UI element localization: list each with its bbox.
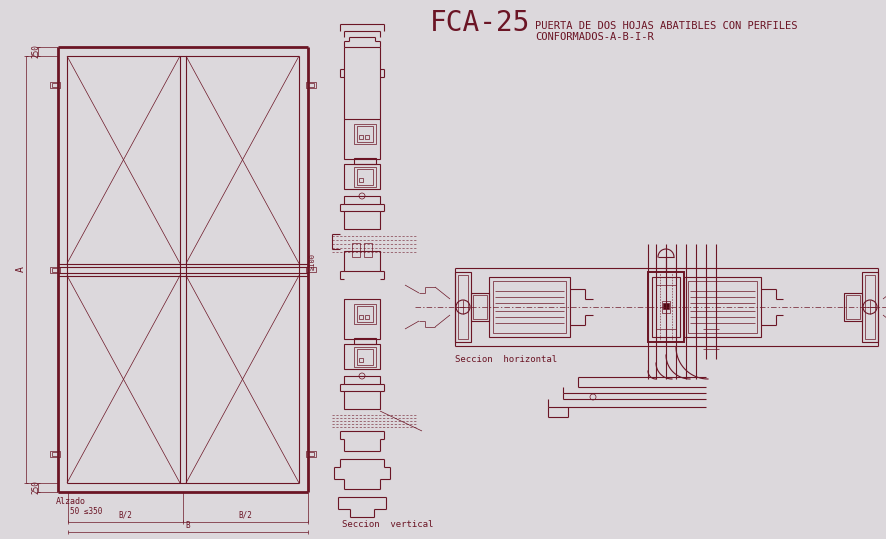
Bar bbox=[52, 83, 58, 87]
Text: B/2: B/2 bbox=[119, 511, 132, 520]
Text: CONFORMADOS-A-B-I-R: CONFORMADOS-A-B-I-R bbox=[534, 32, 653, 42]
Bar bbox=[307, 83, 314, 87]
Bar bbox=[656, 285, 675, 329]
Bar bbox=[344, 344, 379, 369]
Bar bbox=[455, 272, 470, 342]
Bar bbox=[845, 295, 859, 319]
Bar bbox=[354, 338, 376, 344]
Bar bbox=[344, 299, 379, 339]
Text: B/2: B/2 bbox=[238, 511, 253, 520]
Bar bbox=[354, 347, 376, 367]
Bar bbox=[344, 119, 379, 159]
Bar bbox=[354, 167, 376, 187]
Bar bbox=[356, 126, 373, 142]
Text: Alzado: Alzado bbox=[56, 497, 86, 506]
Bar bbox=[356, 169, 373, 185]
Text: ≥100: ≥100 bbox=[309, 252, 315, 270]
Text: 250: 250 bbox=[32, 481, 41, 494]
Bar bbox=[344, 211, 379, 229]
Bar bbox=[307, 452, 314, 456]
Bar bbox=[488, 277, 570, 337]
Bar bbox=[493, 281, 565, 333]
Bar bbox=[470, 293, 488, 321]
Bar bbox=[354, 124, 376, 144]
Bar bbox=[661, 301, 669, 313]
Bar bbox=[363, 243, 371, 257]
Text: A: A bbox=[16, 267, 26, 272]
Bar bbox=[651, 277, 680, 337]
Bar bbox=[52, 452, 58, 456]
Bar bbox=[457, 275, 468, 339]
Bar bbox=[364, 315, 369, 319]
Bar bbox=[688, 281, 756, 333]
Text: 250: 250 bbox=[32, 45, 41, 58]
Bar bbox=[50, 451, 60, 457]
Text: 50 ≤350: 50 ≤350 bbox=[70, 507, 102, 516]
Bar bbox=[344, 391, 379, 409]
Bar bbox=[861, 272, 877, 342]
Bar bbox=[52, 267, 58, 272]
Text: Seccion  vertical: Seccion vertical bbox=[342, 520, 433, 529]
Bar bbox=[50, 266, 60, 273]
Bar bbox=[344, 164, 379, 189]
Bar bbox=[359, 178, 362, 182]
Bar bbox=[306, 266, 315, 272]
Bar bbox=[352, 243, 360, 257]
Bar bbox=[648, 272, 683, 342]
Bar bbox=[662, 303, 668, 309]
Bar bbox=[344, 196, 379, 204]
Bar bbox=[356, 306, 373, 322]
Bar bbox=[344, 376, 379, 384]
Bar bbox=[344, 251, 379, 271]
Text: Seccion  horizontal: Seccion horizontal bbox=[455, 355, 556, 364]
Bar bbox=[306, 451, 315, 457]
Text: FCA-25: FCA-25 bbox=[430, 9, 530, 37]
Bar bbox=[356, 349, 373, 365]
Bar bbox=[472, 295, 486, 319]
Bar bbox=[683, 277, 760, 337]
Bar bbox=[864, 275, 874, 339]
Bar bbox=[306, 82, 315, 88]
Bar bbox=[50, 82, 60, 88]
Bar bbox=[359, 135, 362, 139]
Bar bbox=[354, 304, 376, 324]
Bar bbox=[359, 315, 362, 319]
Bar bbox=[843, 293, 861, 321]
Bar bbox=[359, 358, 362, 362]
Bar bbox=[354, 158, 376, 164]
Text: PUERTA DE DOS HOJAS ABATIBLES CON PERFILES: PUERTA DE DOS HOJAS ABATIBLES CON PERFIL… bbox=[534, 21, 797, 31]
Text: B: B bbox=[185, 521, 190, 530]
Bar bbox=[364, 135, 369, 139]
